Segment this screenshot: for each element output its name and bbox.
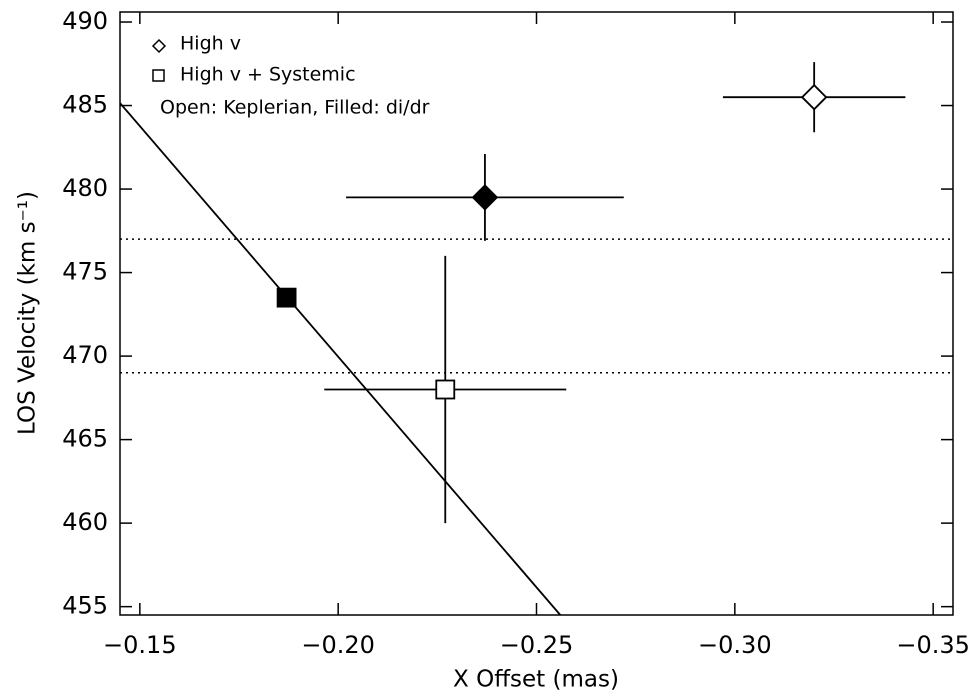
model-line — [119, 102, 561, 616]
legend-note: Open: Keplerian, Filled: di/dr — [160, 97, 430, 119]
legend-label: High v — [180, 33, 241, 55]
marker — [800, 83, 828, 111]
y-tick-label: 455 — [62, 592, 108, 620]
x-tick-label: −0.20 — [301, 631, 375, 659]
marker — [435, 379, 456, 400]
y-tick-label: 465 — [62, 425, 108, 453]
y-tick-label: 485 — [62, 91, 108, 119]
x-tick-label: −0.15 — [103, 631, 177, 659]
y-tick-label: 490 — [62, 7, 108, 35]
y-tick-label: 475 — [62, 258, 108, 286]
y-tick-label: 460 — [62, 508, 108, 536]
y-tick-label: 470 — [62, 341, 108, 369]
legend-marker — [151, 38, 167, 54]
y-axis-title: LOS Velocity (km s⁻¹) — [15, 191, 41, 435]
x-axis-title: X Offset (mas) — [453, 667, 619, 693]
x-tick-label: −0.30 — [698, 631, 772, 659]
marker — [276, 287, 297, 308]
legend-label: High v + Systemic — [180, 64, 356, 86]
legend-marker — [152, 69, 165, 82]
y-tick-label: 480 — [62, 174, 108, 202]
x-tick-label: −0.25 — [500, 631, 574, 659]
marker — [471, 184, 499, 211]
x-tick-label: −0.35 — [896, 631, 970, 659]
